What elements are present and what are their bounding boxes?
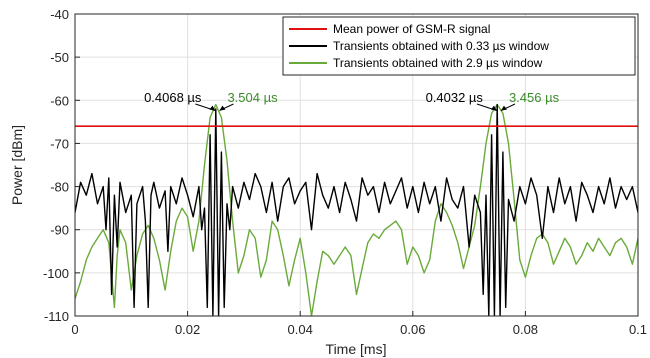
x-tick-label: 0.1 (629, 322, 647, 337)
y-tick-label: -80 (50, 180, 69, 195)
annotations: 0.4068 µs 3.504 µs 0.4032 µs 3.456 µs (144, 90, 560, 112)
x-tick-label: 0 (71, 322, 78, 337)
series-line-2 (75, 103, 638, 316)
y-tick-label: -70 (50, 136, 69, 151)
legend: Mean power of GSM-R signal Transients obt… (282, 16, 636, 76)
legend-label: Transients obtained with 2.9 µs window (333, 56, 543, 70)
y-tick-label: -110 (44, 309, 69, 324)
annotation-arrowhead (500, 105, 507, 111)
annotation-label: 3.504 µs (227, 90, 278, 105)
y-tick-label: -60 (50, 93, 69, 108)
y-tick-label: -100 (43, 266, 69, 281)
y-tick-label: -50 (50, 50, 69, 65)
y-tick-label: -90 (50, 223, 69, 238)
ticks: 0 0.02 0.04 0.06 0.08 0.1 -110 -100 -90 -80 -70 -60… (43, 7, 647, 337)
legend-label: Transients obtained with 0.33 µs window (333, 39, 549, 53)
annotation-label: 0.4032 µs (426, 90, 484, 105)
legend-label: Mean power of GSM-R signal (333, 22, 490, 36)
x-tick-label: 0.06 (400, 322, 425, 337)
annotation-arrowhead (209, 105, 216, 111)
x-axis-label: Time [ms] (326, 341, 387, 357)
x-tick-label: 0.04 (288, 322, 313, 337)
y-tick-label: -40 (50, 7, 69, 22)
legend-box (282, 16, 636, 76)
annotation-label: 0.4068 µs (144, 90, 202, 105)
series-group (75, 103, 638, 316)
plot-frame (74, 13, 639, 317)
annotation-label: 3.456 µs (509, 90, 560, 105)
x-tick-label: 0.02 (175, 322, 200, 337)
annotation-arrowhead (490, 105, 497, 111)
x-tick-label: 0.08 (513, 322, 538, 337)
annotation-arrowhead (219, 105, 226, 111)
y-axis-label: Power [dBm] (9, 125, 25, 205)
